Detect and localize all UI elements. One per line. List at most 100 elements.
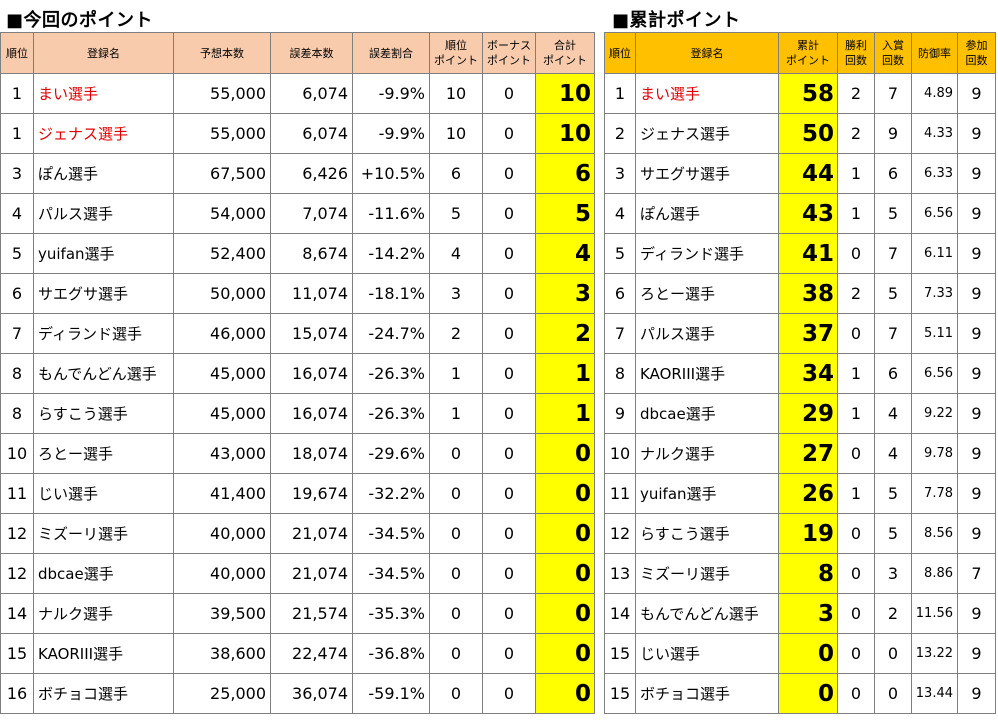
total-points-cell: 6 [535,153,595,194]
cumulative-points-cell: 34 [778,353,838,394]
player-name-cell: KAORIII選手 [33,633,174,674]
rank-cell: 1 [0,73,34,114]
bonus-points-cell: 0 [482,633,536,674]
table-row: 5 ディランド選手 41 0 7 6.11 9 [604,233,996,274]
table-row: 9 dbcae選手 29 1 4 9.22 9 [604,393,996,434]
rank-points-cell: 10 [429,113,483,154]
rank-cell: 11 [604,473,636,514]
defense-rate-cell: 4.89 [911,73,958,114]
table-row: 15 ボチョコ選手 0 0 0 13.44 9 [604,673,996,714]
placed-cell: 5 [874,193,912,234]
rank-points-cell: 2 [429,313,483,354]
player-name-cell: もんでんどん選手 [33,353,174,394]
placed-cell: 5 [874,513,912,554]
rank-cell: 4 [0,193,34,234]
table-row: 3 ぽん選手 67,500 6,426 +10.5% 6 0 6 [0,153,595,194]
cumulative-points-cell: 37 [778,313,838,354]
wins-cell: 0 [837,633,875,674]
prediction-cell: 39,500 [173,593,271,634]
bonus-points-cell: 0 [482,393,536,434]
rank-cell: 14 [0,593,34,634]
error-cell: 21,574 [270,593,353,634]
player-name-cell: ディランド選手 [33,313,174,354]
rank-cell: 13 [604,553,636,594]
table-row: 1 まい選手 55,000 6,074 -9.9% 10 0 10 [0,73,595,114]
placed-cell: 4 [874,433,912,474]
header-total-line2: ポイント [543,54,587,67]
table-row: 1 まい選手 58 2 7 4.89 9 [604,73,996,114]
rank-cell: 11 [0,473,34,514]
rank-cell: 4 [604,193,636,234]
header-defense: 防御率 [911,32,958,74]
rank-points-cell: 6 [429,153,483,194]
header-placed-line1: 入賞 [882,39,904,52]
rank-cell: 2 [604,113,636,154]
header-rank-points: 順位 ポイント [429,32,483,74]
total-points-cell: 0 [535,593,595,634]
error-cell: 36,074 [270,673,353,714]
prediction-cell: 55,000 [173,73,271,114]
player-name-cell: まい選手 [33,73,174,114]
error-rate-cell: -29.6% [352,433,430,474]
placed-cell: 4 [874,393,912,434]
prediction-cell: 67,500 [173,153,271,194]
rank-cell: 3 [604,153,636,194]
cumulative-points-cell: 58 [778,73,838,114]
total-points-cell: 1 [535,393,595,434]
rank-cell: 8 [0,393,34,434]
table-row: 11 じい選手 41,400 19,674 -32.2% 0 0 0 [0,473,595,514]
header-rank-points-line2: ポイント [434,54,478,67]
error-cell: 21,074 [270,553,353,594]
table-row: 14 ナルク選手 39,500 21,574 -35.3% 0 0 0 [0,593,595,634]
error-cell: 11,074 [270,273,353,314]
table-row: 1 ジェナス選手 55,000 6,074 -9.9% 10 0 10 [0,113,595,154]
entries-cell: 9 [957,593,996,634]
error-cell: 19,674 [270,473,353,514]
entries-cell: 9 [957,73,996,114]
header-placed: 入賞 回数 [874,32,912,74]
cumulative-points-cell: 29 [778,393,838,434]
entries-cell: 9 [957,473,996,514]
table-row: 6 サエグサ選手 50,000 11,074 -18.1% 3 0 3 [0,273,595,314]
cumulative-points-cell: 8 [778,553,838,594]
player-name-cell: dbcae選手 [635,393,779,434]
bonus-points-cell: 0 [482,113,536,154]
player-name-cell: ぽん選手 [33,153,174,194]
prediction-cell: 46,000 [173,313,271,354]
wins-cell: 0 [837,673,875,714]
defense-rate-cell: 7.33 [911,273,958,314]
rank-points-cell: 0 [429,553,483,594]
rank-points-cell: 1 [429,353,483,394]
cumulative-points-cell: 0 [778,673,838,714]
header-name: 登録名 [33,32,174,74]
defense-rate-cell: 6.11 [911,233,958,274]
wins-cell: 2 [837,73,875,114]
placed-cell: 7 [874,313,912,354]
bonus-points-cell: 0 [482,153,536,194]
player-name-cell: ぽん選手 [635,193,779,234]
cumulative-points-title: ■累計ポイント [612,10,741,31]
player-name-cell: らすこう選手 [635,513,779,554]
rank-points-cell: 0 [429,473,483,514]
player-name-cell: ナルク選手 [635,433,779,474]
bonus-points-cell: 0 [482,313,536,354]
defense-rate-cell: 8.86 [911,553,958,594]
player-name-cell: ろとー選手 [635,273,779,314]
rank-points-cell: 0 [429,633,483,674]
rank-points-cell: 0 [429,433,483,474]
total-points-cell: 0 [535,433,595,474]
placed-cell: 6 [874,153,912,194]
total-points-cell: 1 [535,353,595,394]
wins-cell: 0 [837,313,875,354]
header-cumulative-line1: 累計 [797,39,819,52]
cumulative-points-cell: 19 [778,513,838,554]
error-cell: 6,074 [270,73,353,114]
current-points-table: 順位 登録名 予想本数 誤差本数 誤差割合 順位 ポイント ボーナス ポイント 合計… [0,32,595,714]
total-points-cell: 0 [535,553,595,594]
prediction-cell: 45,000 [173,353,271,394]
rank-points-cell: 5 [429,193,483,234]
error-cell: 22,474 [270,633,353,674]
player-name-cell: パルス選手 [635,313,779,354]
header-bonus-line1: ボーナス [487,39,531,52]
entries-cell: 9 [957,273,996,314]
